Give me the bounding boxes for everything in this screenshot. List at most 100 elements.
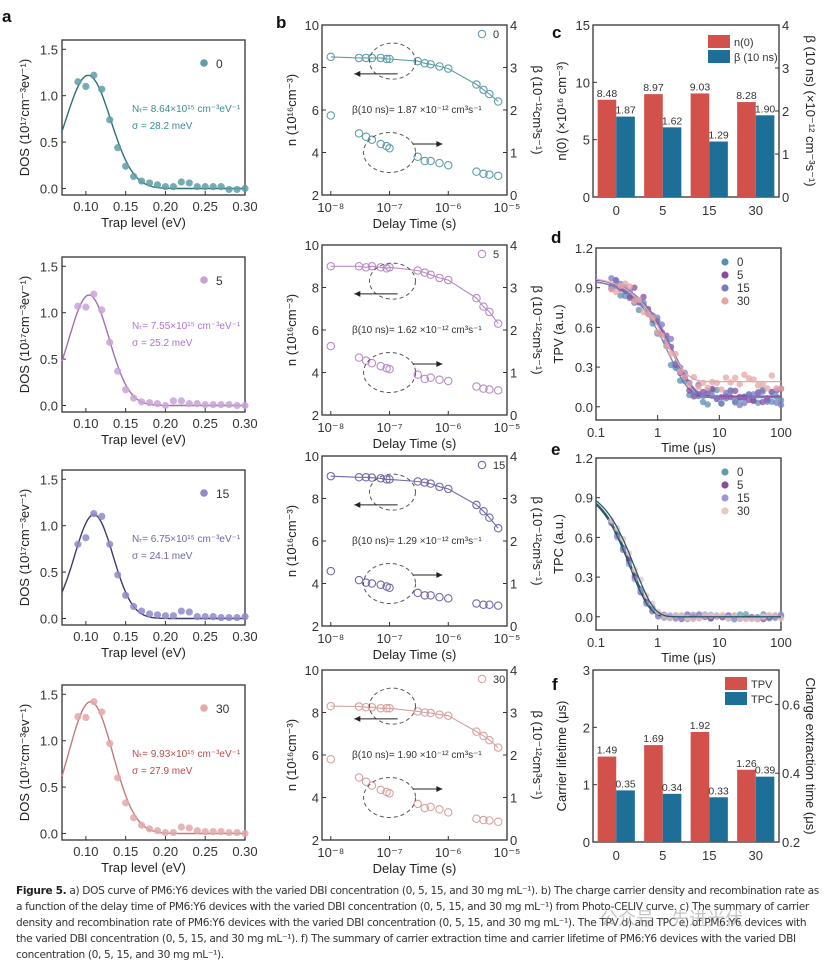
x-tick-label: 0.30 (232, 629, 257, 644)
legend-label: 0 (737, 257, 743, 269)
x-tick-label: 10⁻⁵ (494, 631, 521, 646)
legend-marker (200, 489, 208, 497)
density-point (376, 53, 385, 63)
y-tick-label-right: 4 (510, 663, 517, 678)
bar-tpv (644, 745, 663, 842)
data-point (137, 177, 146, 185)
data-point (122, 799, 130, 807)
right-arrow-head (436, 572, 443, 578)
sigma-annotation: σ = 28.2 meV (132, 121, 193, 132)
legend-label: 15 (737, 283, 750, 295)
data-point-30 (742, 616, 750, 623)
data-point (90, 510, 98, 518)
y-tick-label: 1.5 (40, 42, 58, 57)
data-point (225, 828, 233, 837)
fit-line-0 (595, 502, 781, 618)
x-tick-label: 1 (654, 635, 661, 650)
density-point (444, 64, 453, 73)
data-point (193, 183, 201, 191)
density-point (435, 482, 444, 492)
x-tick-label: 0.20 (153, 629, 178, 644)
density-point (435, 710, 444, 719)
density-point (367, 53, 377, 63)
x-tick-label: 0.20 (153, 844, 178, 859)
legend-swatch (708, 50, 730, 63)
density-point (382, 475, 391, 484)
data-point (106, 540, 114, 548)
y-tick-label-left: 2 (583, 720, 590, 735)
beta-point (354, 129, 364, 138)
legend-label: 30 (737, 296, 750, 308)
bar-value-label: 1.69 (643, 733, 664, 745)
data-point (225, 613, 233, 622)
beta-point (385, 364, 394, 374)
density-point (367, 702, 377, 712)
data-point (82, 303, 90, 311)
fit-line-15 (595, 504, 781, 618)
data-point-15 (667, 335, 675, 343)
density-point (326, 701, 336, 711)
left-arrow-head (354, 70, 361, 77)
data-point (217, 183, 225, 191)
data-point (90, 71, 98, 79)
y-tick-label: 0.3 (575, 570, 593, 585)
bar-n0 (597, 99, 617, 197)
density-point (493, 523, 503, 533)
legend-label: 5 (216, 274, 223, 288)
beta-point (479, 815, 488, 825)
legend-marker (721, 468, 729, 476)
data-point-30 (681, 373, 688, 381)
x-tick-label: 0.25 (193, 844, 218, 859)
beta-point (479, 384, 488, 393)
data-point (161, 612, 170, 620)
y-axis-label-right: β (10 ns) (×10⁻¹² cm⁻³s⁻¹) (803, 35, 818, 186)
y-axis-label-left: n (10¹⁶cm⁻³) (284, 719, 299, 791)
legend-label: TPV (751, 679, 773, 691)
data-point (98, 708, 106, 716)
data-point (161, 828, 170, 837)
y-tick-label-left: 4 (312, 366, 319, 381)
density-point (479, 731, 488, 741)
left-arrow-head (354, 501, 361, 508)
data-point-30 (626, 283, 633, 290)
density-highlight-ellipse (368, 262, 416, 300)
y-tick-label-right: 0.2 (782, 835, 800, 850)
y-axis-label-right: β (10⁻¹²cm³s⁻¹) (530, 496, 545, 585)
density-point (382, 54, 391, 64)
x-tick-label: 1 (654, 425, 661, 440)
y-tick-label-left: 10 (305, 663, 319, 678)
x-tick-label: 0.1 (587, 425, 605, 440)
y-tick-label: 1.0 (40, 519, 58, 534)
y-tick-label-right: 3 (510, 281, 517, 296)
data-point (82, 534, 90, 542)
x-tick-label: 0.10 (73, 629, 98, 644)
y-tick-label-left: 3 (583, 663, 590, 678)
data-point (201, 828, 209, 836)
caption-text: a) DOS curve of PM6:Y6 devices with the … (16, 885, 819, 961)
data-point-5 (750, 397, 757, 404)
data-point-15 (690, 391, 698, 398)
legend-swatch (708, 35, 730, 48)
y-axis-label-right: Charge extraction time (μs) (803, 677, 818, 834)
x-tick-label: 30 (749, 203, 763, 218)
density-point (382, 703, 391, 713)
data-point-30 (684, 614, 691, 622)
data-point-30 (686, 380, 693, 388)
y-tick-label-left: 8 (312, 492, 319, 507)
data-point (233, 401, 241, 410)
y-tick-label-right: 0.6 (782, 697, 800, 712)
beta-point (479, 600, 488, 609)
beta-point (385, 144, 394, 153)
beta-point (444, 808, 453, 817)
data-point (130, 814, 138, 822)
y-tick-label-left: 0 (583, 835, 590, 850)
bar-n0 (644, 94, 663, 197)
y-tick-label-left: 6 (312, 534, 319, 549)
y-tick-label-right: 0 (510, 833, 517, 848)
y-tick-label-right: 1 (510, 366, 517, 381)
trap-density-annotation: Nₜ= 9.93×10¹⁵ cm⁻³eV⁻¹ (132, 749, 241, 760)
panel-label-e: e (551, 440, 560, 459)
data-point (98, 85, 106, 93)
data-point-0 (704, 401, 711, 408)
data-point-15 (741, 399, 748, 407)
